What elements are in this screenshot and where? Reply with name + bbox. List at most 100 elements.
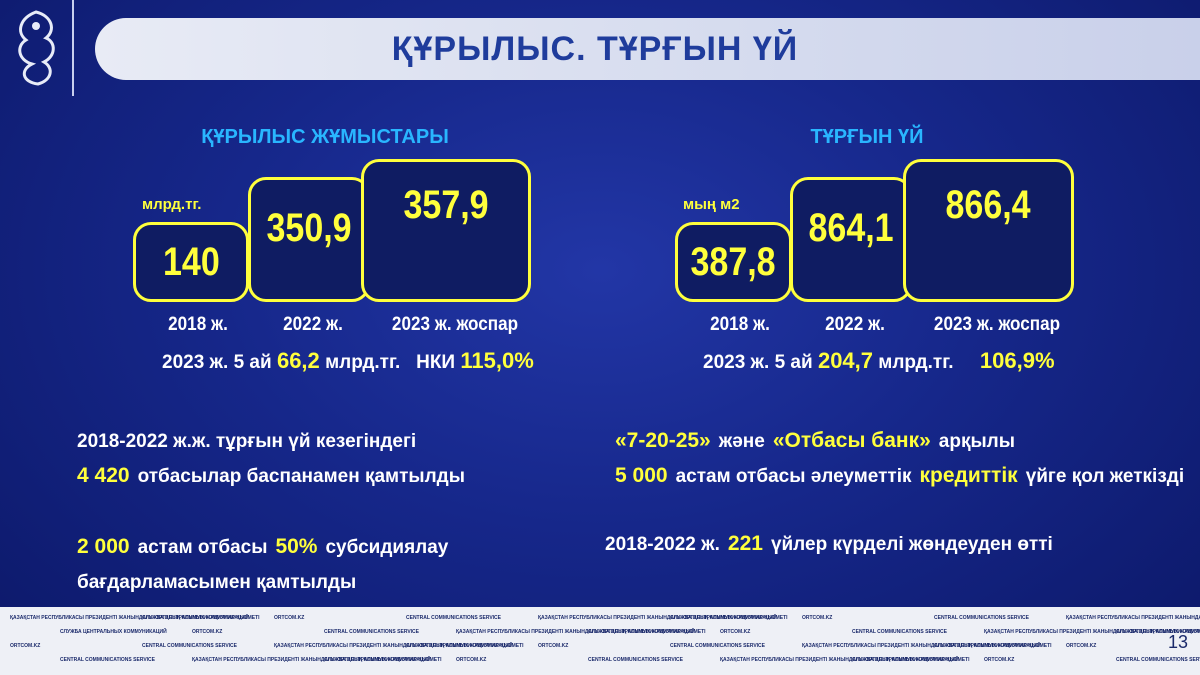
unit: млрд.тг.: [878, 352, 954, 373]
footer-text: ORTCOM.KZ: [538, 643, 569, 649]
footer-text: ҚАЗАҚСТАН РЕСПУБЛИКАСЫ ПРЕЗИДЕНТІ ЖАНЫНД…: [456, 629, 706, 635]
footer-text: ORTCOM.KZ: [802, 615, 833, 621]
note-line: бағдарламасымен қамтылды: [77, 565, 456, 600]
note-text: 2 000: [77, 535, 130, 558]
note-text: және: [718, 431, 765, 452]
footer-text: CENTRAL COMMUNICATIONS SERVICE: [934, 615, 1030, 621]
index: 106,9%: [979, 348, 1055, 373]
value-box: 387,8: [675, 222, 792, 302]
footer-text: СЛУЖБА ЦЕНТРАЛЬНЫХ КОММУНИКАЦИЙ: [142, 615, 249, 621]
note-text: астам отбасы: [137, 537, 268, 558]
period: 2023 ж. 5 ай: [162, 352, 272, 373]
footer-text: ҚАЗАҚСТАН РЕСПУБЛИКАСЫ ПРЕЗИДЕНТІ ЖАНЫНД…: [10, 615, 260, 621]
box-label: 2023 ж. жоспар: [391, 314, 519, 335]
box-label: 2018 ж.: [168, 314, 228, 335]
note-text: арқылы: [938, 431, 1015, 452]
period: 2023 ж. 5 ай: [703, 352, 813, 373]
footer-text: CENTRAL COMMUNICATIONS SERVICE: [852, 629, 948, 635]
footer-text: ҚАЗАҚСТАН РЕСПУБЛИКАСЫ ПРЕЗИДЕНТІ ЖАНЫНД…: [720, 657, 970, 663]
box-value: 866,4: [945, 183, 1032, 227]
footer-text: CENTRAL COMMUNICATIONS SERVICE: [670, 643, 766, 649]
note-text: үйлер күрделі жөндеуден өтті: [770, 534, 1053, 555]
note-text: 4 420: [77, 464, 130, 487]
index-label: НКИ: [416, 352, 456, 373]
note-text: «7-20-25»: [615, 429, 711, 452]
note-line: 2 000 астам отбасы 50% субсидиялау: [77, 530, 456, 565]
footer-text: СЛУЖБА ЦЕНТРАЛЬНЫХ КОММУНИКАЦИЙ: [588, 629, 695, 635]
footer-text: ҚАЗАҚСТАН РЕСПУБЛИКАСЫ ПРЕЗИДЕНТІ ЖАНЫНД…: [1066, 615, 1200, 621]
value-box: 350,9: [248, 177, 370, 302]
footer-text: ORTCOM.KZ: [192, 629, 223, 635]
footer-text: ORTCOM.KZ: [720, 629, 751, 635]
note: «7-20-25» және «Отбасы банк» арқылы 5 000 аст…: [615, 424, 1192, 494]
note-text: субсидиялау: [325, 537, 449, 558]
index: 115,0%: [460, 348, 534, 373]
box-label: 2023 ж. жоспар: [933, 314, 1061, 335]
header-bar: [95, 18, 1200, 80]
footer-text: CENTRAL COMMUNICATIONS SERVICE: [1116, 657, 1200, 663]
value-box: 866,4: [903, 159, 1074, 302]
box-value: 387,8: [690, 239, 777, 284]
note-text: 50%: [275, 535, 318, 558]
footer-text: CENTRAL COMMUNICATIONS SERVICE: [142, 643, 238, 649]
note-line: «7-20-25» және «Отбасы банк» арқылы: [615, 424, 1192, 459]
note-text: «Отбасы банк»: [772, 429, 931, 452]
footer-text: СЛУЖБА ЦЕНТРАЛЬНЫХ КОММУНИКАЦИЙ: [1116, 629, 1200, 635]
page-number: 13: [1167, 632, 1188, 652]
unit: мың м2: [683, 196, 740, 213]
footer-text: ORTCOM.KZ: [10, 643, 41, 649]
box-value: 357,9: [403, 183, 489, 227]
footer-text: CENTRAL COMMUNICATIONS SERVICE: [60, 657, 156, 663]
footer-text: СЛУЖБА ЦЕНТРАЛЬНЫХ КОММУНИКАЦИЙ: [670, 615, 777, 621]
footer-text: ҚАЗАҚСТАН РЕСПУБЛИКАСЫ ПРЕЗИДЕНТІ ЖАНЫНД…: [274, 643, 524, 649]
box-value: 350,9: [266, 206, 352, 250]
footer-text: ҚАЗАҚСТАН РЕСПУБЛИКАСЫ ПРЕЗИДЕНТІ ЖАНЫНД…: [984, 629, 1200, 635]
footer-text: СЛУЖБА ЦЕНТРАЛЬНЫХ КОММУНИКАЦИЙ: [324, 657, 431, 663]
unit: млрд.тг.: [142, 196, 202, 213]
value-box: 357,9: [361, 159, 531, 302]
footer-text: ORTCOM.KZ: [984, 657, 1015, 663]
footer-text: ORTCOM.KZ: [274, 615, 305, 621]
box-label: 2022 ж.: [283, 314, 343, 335]
note-line: 5 000 астам отбасы әлеуметтік кредиттік үйг…: [615, 459, 1192, 494]
divider: [72, 0, 74, 96]
note: 2018-2022 ж.ж. тұрғын үй кезегіндегі 4 42…: [77, 424, 473, 494]
box-label: 2018 ж.: [710, 314, 770, 335]
amount: 66,2: [276, 348, 320, 373]
unit: млрд.тг.: [325, 352, 401, 373]
note-text: 2018-2022 ж.ж. тұрғын үй кезегіндегі: [77, 431, 417, 452]
box-value: 140: [162, 239, 220, 284]
footer-text: CENTRAL COMMUNICATIONS SERVICE: [588, 657, 684, 663]
note-text: үйге қол жеткізді: [1025, 466, 1185, 487]
note-text: 221: [727, 532, 763, 555]
note-text: 2018-2022 ж.: [605, 534, 720, 555]
footer-text: СЛУЖБА ЦЕНТРАЛЬНЫХ КОММУНИКАЦИЙ: [406, 643, 513, 649]
footer-text: ҚАЗАҚСТАН РЕСПУБЛИКАСЫ ПРЕЗИДЕНТІ ЖАНЫНД…: [538, 615, 788, 621]
panel-title: ҚҰРЫЛЫС ЖҰМЫСТАРЫ: [201, 126, 449, 148]
box-value: 864,1: [808, 206, 894, 250]
box-label: 2022 ж.: [825, 314, 885, 335]
note-text: 5 000: [615, 464, 668, 487]
summary: 2023 ж. 5 ай 66,2 млрд.тг. НКИ 115,0%: [162, 348, 534, 374]
footer-text: ҚАЗАҚСТАН РЕСПУБЛИКАСЫ ПРЕЗИДЕНТІ ЖАНЫНД…: [192, 657, 442, 663]
note-text: кредиттік: [919, 464, 1018, 487]
footer-text: СЛУЖБА ЦЕНТРАЛЬНЫХ КОММУНИКАЦИЙ: [852, 657, 959, 663]
amount: 204,7: [817, 348, 874, 373]
footer-text: ORTCOM.KZ: [456, 657, 487, 663]
footer-text: CENTRAL COMMUNICATIONS SERVICE: [406, 615, 502, 621]
summary: 2023 ж. 5 ай 204,7 млрд.тг. 106,9%: [703, 348, 1055, 374]
logo: [18, 10, 55, 86]
note: 2018-2022 ж. 221 үйлер күрделі жөндеуден ө…: [605, 527, 1061, 562]
note-line: 4 420 отбасылар баспанамен қамтылды: [77, 459, 473, 494]
value-box: 140: [133, 222, 249, 302]
note-line: 2018-2022 ж.ж. тұрғын үй кезегіндегі: [77, 424, 473, 459]
note-line: 2018-2022 ж. 221 үйлер күрделі жөндеуден ө…: [605, 527, 1061, 562]
note: 2 000 астам отбасы 50% субсидиялау бағдарлам…: [77, 530, 456, 600]
footer: ҚАЗАҚСТАН РЕСПУБЛИКАСЫ ПРЕЗИДЕНТІ ЖАНЫНД…: [0, 607, 1200, 675]
note-text: отбасылар баспанамен қамтылды: [137, 466, 465, 487]
note-text: астам отбасы әлеуметтік: [675, 466, 912, 487]
value-box: 864,1: [790, 177, 912, 302]
footer-text: ҚАЗАҚСТАН РЕСПУБЛИКАСЫ ПРЕЗИДЕНТІ ЖАНЫНД…: [802, 643, 1052, 649]
